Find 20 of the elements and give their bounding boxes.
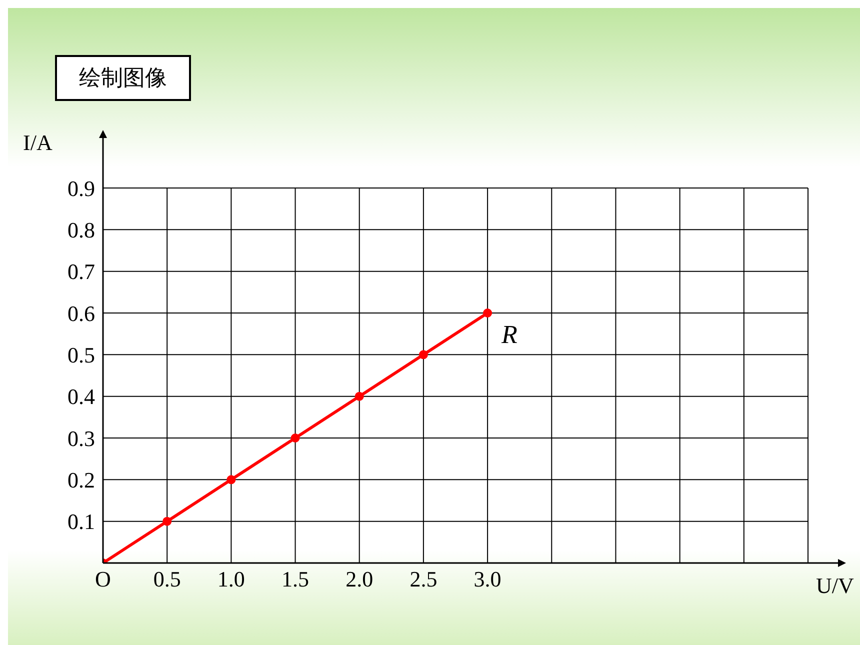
x-tick-label: 3.0 (474, 566, 502, 592)
chart-title: 绘制图像 (55, 55, 191, 101)
y-tick-label: 0.6 (68, 300, 95, 326)
y-tick-label: 0.2 (68, 467, 95, 492)
y-tick-label: 0.9 (68, 176, 95, 201)
y-tick-label: 0.8 (68, 217, 95, 242)
x-axis-title: U/V (816, 573, 854, 598)
series-label: R (500, 320, 518, 349)
y-tick-label: 0.1 (68, 509, 95, 534)
y-tick-label: 0.4 (68, 384, 95, 410)
y-tick-label: 0.7 (68, 259, 95, 284)
y-tick-label: 0.3 (68, 426, 95, 451)
x-tick-label: 1.5 (282, 566, 310, 592)
x-tick-label: O (95, 566, 111, 592)
x-tick-label: 1.0 (217, 566, 245, 592)
y-axis-title: I/A (23, 130, 52, 155)
x-tick-label: 2.0 (346, 566, 374, 592)
y-tick-label: 0.5 (68, 342, 95, 368)
x-tick-label: 2.5 (410, 566, 438, 592)
x-tick-label: 0.5 (153, 566, 181, 592)
